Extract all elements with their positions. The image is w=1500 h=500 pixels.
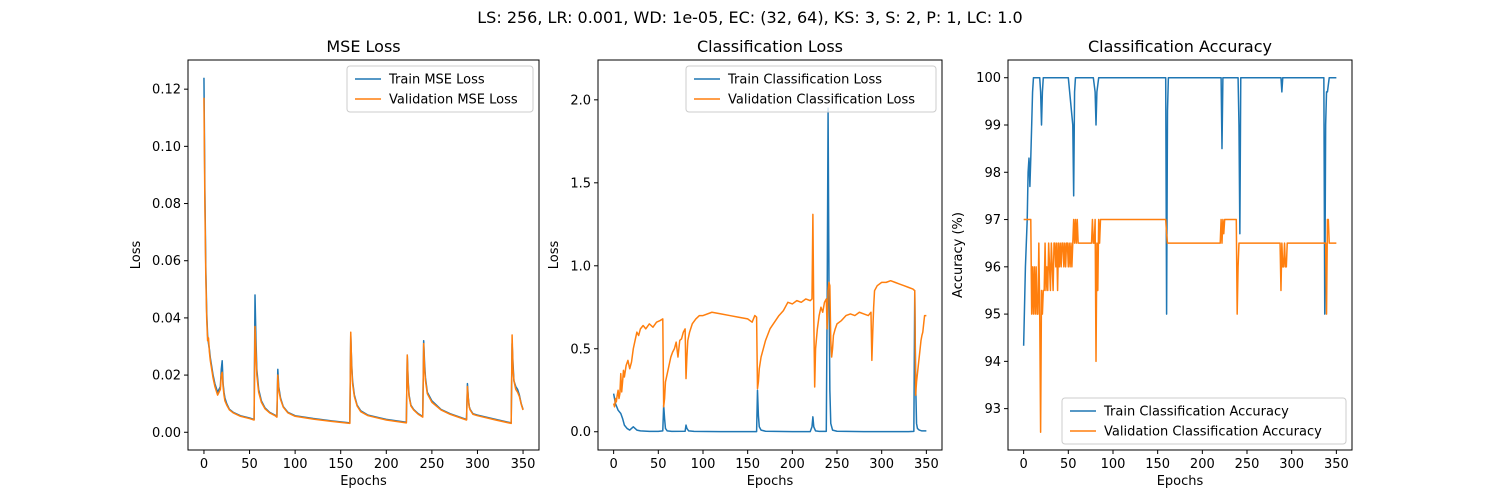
x-axis-label: Epochs	[747, 474, 794, 489]
subplot-1: 0 50 100 150 200 250 300 350 0.00 0.02 0.04 0.06 0.0…	[129, 37, 540, 489]
y-tick-label: 99	[984, 119, 1001, 134]
x-tick-label: 200	[374, 457, 399, 472]
legend-label: Train MSE Loss	[388, 73, 485, 88]
x-tick-label: 0	[200, 457, 208, 472]
axes-frame	[597, 59, 943, 451]
x-tick-label: 250	[419, 457, 444, 472]
x-tick-label: 250	[825, 457, 850, 472]
y-tick-label: 1.0	[570, 259, 591, 274]
y-tick-label: 0.10	[152, 140, 181, 155]
y-axis-label: Loss	[547, 241, 562, 270]
subplot-title: Classification Loss	[697, 37, 843, 56]
y-tick-label: 2.0	[570, 93, 591, 108]
series-line-validation	[203, 97, 524, 425]
x-tick-label: 250	[1235, 457, 1260, 472]
y-axis-label: Accuracy (%)	[951, 212, 966, 298]
x-tick-label: 300	[465, 457, 490, 472]
y-tick-label: 0.5	[570, 342, 591, 357]
y-tick-label: 98	[984, 166, 1001, 181]
series-line-train	[612, 107, 927, 433]
y-tick-label: 0.08	[152, 197, 181, 212]
x-tick-label: 0	[609, 457, 617, 472]
y-tick-label: 95	[984, 308, 1001, 323]
x-tick-label: 150	[328, 457, 353, 472]
y-tick-label: 0.00	[152, 426, 181, 441]
subplot-2: 0 50 100 150 200 250 300 350 0.0 0.5 1.0 1.5 2.0 Clas…	[547, 37, 943, 489]
legend-box	[346, 65, 534, 113]
legend: Train MSE Loss Validation MSE Loss	[346, 65, 534, 113]
x-tick-label: 350	[511, 457, 536, 472]
x-tick-label: 200	[1190, 457, 1215, 472]
legend: Train Classification Loss Validation Clas…	[685, 65, 937, 113]
subplot-title: Classification Accuracy	[1088, 37, 1272, 56]
x-tick-label: 300	[869, 457, 894, 472]
y-tick-label: 97	[984, 213, 1001, 228]
y-tick-label: 1.5	[570, 176, 591, 191]
x-tick-label: 300	[1279, 457, 1304, 472]
legend-label: Train Classification Loss	[727, 73, 882, 88]
legend: Train Classification Accuracy Validation …	[1061, 397, 1347, 445]
subplot-panels: 0 50 100 150 200 250 300 3500.000.020.040.060.0…	[129, 37, 1353, 489]
y-tick-label: 94	[984, 355, 1001, 370]
x-tick-label: 150	[735, 457, 760, 472]
legend-label: Validation MSE Loss	[389, 93, 518, 108]
x-tick-label: 350	[1324, 457, 1349, 472]
legend-label: Validation Classification Loss	[728, 93, 915, 108]
x-axis-label: Epochs	[340, 474, 387, 489]
x-tick-label: 350	[914, 457, 939, 472]
y-axis-label: Loss	[129, 241, 144, 270]
y-tick-label: 0.06	[152, 254, 181, 269]
x-tick-label: 50	[241, 457, 258, 472]
legend-box	[1061, 397, 1347, 445]
y-tick-label: 96	[984, 260, 1001, 275]
x-tick-label: 100	[1101, 457, 1126, 472]
series-line-validation	[612, 213, 927, 408]
x-tick-label: 150	[1145, 457, 1170, 472]
figure-title: LS: 256, LR: 0.001, WD: 1e-05, EC: (32, …	[477, 8, 1022, 27]
legend-label: Train Classification Accuracy	[1103, 405, 1289, 420]
axes-frame	[1007, 59, 1353, 451]
y-tick-label: 100	[976, 71, 1001, 86]
series-line-validation	[1023, 218, 1337, 434]
x-axis-label: Epochs	[1157, 474, 1204, 489]
y-tick-label: 0.02	[152, 369, 181, 384]
x-tick-label: 50	[650, 457, 667, 472]
axes-frame	[187, 59, 540, 451]
y-tick-label: 0.04	[152, 311, 181, 326]
x-tick-label: 50	[1060, 457, 1077, 472]
legend-box	[685, 65, 937, 113]
subplot-title: MSE Loss	[326, 37, 400, 56]
x-tick-label: 100	[283, 457, 308, 472]
subplot-3: 0 50 100 150 200 250 300 350 93 94 95 96 97 98 99 100 Cl…	[951, 37, 1353, 489]
x-tick-label: 200	[780, 457, 805, 472]
x-tick-label: 0	[1019, 457, 1027, 472]
series-line-train	[1022, 76, 1337, 346]
y-tick-label: 93	[984, 402, 1001, 417]
y-tick-label: 0.12	[152, 83, 181, 98]
y-tick-label: 0.0	[570, 425, 591, 440]
x-tick-label: 100	[691, 457, 716, 472]
legend-label: Validation Classification Accuracy	[1104, 425, 1322, 440]
